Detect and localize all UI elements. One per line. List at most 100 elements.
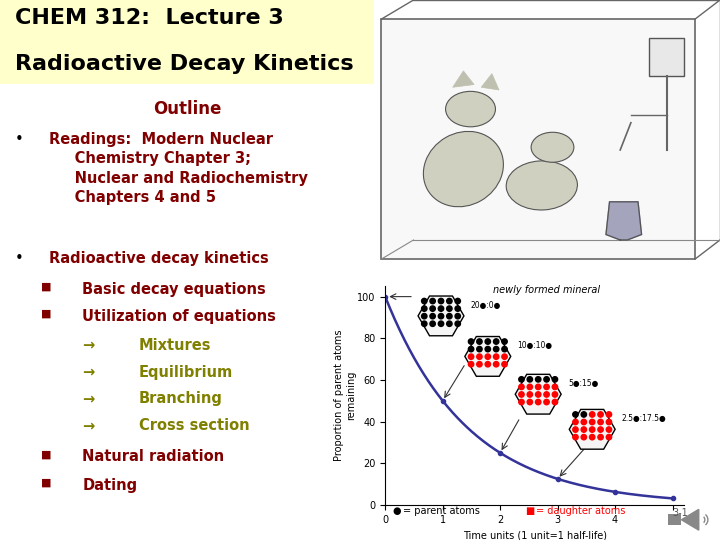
Circle shape xyxy=(493,362,499,367)
Polygon shape xyxy=(453,71,474,87)
Circle shape xyxy=(468,347,474,352)
Bar xyxy=(382,19,695,259)
Circle shape xyxy=(544,392,549,397)
Circle shape xyxy=(446,321,452,326)
Circle shape xyxy=(477,339,482,345)
Circle shape xyxy=(590,411,595,417)
Ellipse shape xyxy=(423,131,503,207)
Circle shape xyxy=(573,427,578,432)
Circle shape xyxy=(590,419,595,424)
Polygon shape xyxy=(681,509,698,530)
Circle shape xyxy=(477,354,482,360)
X-axis label: Time units (1 unit=1 half-life): Time units (1 unit=1 half-life) xyxy=(463,530,606,540)
Circle shape xyxy=(527,377,533,382)
Circle shape xyxy=(438,313,444,319)
Circle shape xyxy=(421,306,427,311)
Text: →: → xyxy=(82,392,94,407)
Circle shape xyxy=(421,321,427,326)
Circle shape xyxy=(527,384,533,390)
Circle shape xyxy=(536,392,541,397)
Polygon shape xyxy=(570,409,615,449)
Circle shape xyxy=(527,392,533,397)
Text: →: → xyxy=(82,364,94,380)
Circle shape xyxy=(518,384,524,390)
Text: CHEM 312:  Lecture 3: CHEM 312: Lecture 3 xyxy=(15,8,284,28)
Circle shape xyxy=(446,306,452,311)
Circle shape xyxy=(430,321,436,326)
Circle shape xyxy=(581,434,587,440)
Polygon shape xyxy=(606,202,642,240)
Circle shape xyxy=(536,384,541,390)
Text: Cross section: Cross section xyxy=(138,418,249,434)
Circle shape xyxy=(430,306,436,311)
Circle shape xyxy=(455,313,461,319)
Circle shape xyxy=(438,306,444,311)
Circle shape xyxy=(544,399,549,405)
Y-axis label: Proportion of parent atoms
remaining: Proportion of parent atoms remaining xyxy=(334,330,356,461)
Circle shape xyxy=(552,392,557,397)
Text: •: • xyxy=(15,132,24,147)
Circle shape xyxy=(536,399,541,405)
Circle shape xyxy=(573,411,578,417)
Text: ■: ■ xyxy=(526,505,535,516)
Polygon shape xyxy=(418,296,464,336)
Circle shape xyxy=(598,434,603,440)
Circle shape xyxy=(502,362,507,367)
Text: ■: ■ xyxy=(41,282,52,292)
Text: Radioactive decay kinetics: Radioactive decay kinetics xyxy=(49,251,269,266)
Circle shape xyxy=(455,299,461,303)
Polygon shape xyxy=(516,374,561,414)
Circle shape xyxy=(536,377,541,382)
Text: Equilibrium: Equilibrium xyxy=(138,364,233,380)
Text: Outline: Outline xyxy=(153,100,221,118)
Bar xyxy=(649,38,684,76)
Polygon shape xyxy=(465,336,510,376)
Text: Dating: Dating xyxy=(82,478,138,493)
Text: ■: ■ xyxy=(41,449,52,460)
Circle shape xyxy=(485,347,490,352)
Circle shape xyxy=(581,411,587,417)
Circle shape xyxy=(606,427,612,432)
Circle shape xyxy=(606,419,612,424)
Circle shape xyxy=(485,354,490,360)
Text: = daughter atoms: = daughter atoms xyxy=(536,505,626,516)
Circle shape xyxy=(518,399,524,405)
Circle shape xyxy=(438,299,444,303)
Circle shape xyxy=(493,354,499,360)
Text: Utilization of equations: Utilization of equations xyxy=(82,309,276,324)
Circle shape xyxy=(573,434,578,440)
Circle shape xyxy=(552,399,557,405)
Circle shape xyxy=(590,427,595,432)
Ellipse shape xyxy=(531,132,574,162)
Circle shape xyxy=(430,313,436,319)
Circle shape xyxy=(518,377,524,382)
Circle shape xyxy=(502,339,507,345)
Bar xyxy=(0,0,374,84)
Circle shape xyxy=(598,427,603,432)
Circle shape xyxy=(581,419,587,424)
Ellipse shape xyxy=(446,91,495,127)
Text: 3-1: 3-1 xyxy=(672,508,688,518)
Circle shape xyxy=(468,354,474,360)
Text: newly formed mineral: newly formed mineral xyxy=(492,285,600,294)
Circle shape xyxy=(606,411,612,417)
Text: Natural radiation: Natural radiation xyxy=(82,449,225,464)
Circle shape xyxy=(502,347,507,352)
Circle shape xyxy=(455,306,461,311)
Circle shape xyxy=(527,399,533,405)
Circle shape xyxy=(455,321,461,326)
Circle shape xyxy=(590,434,595,440)
Ellipse shape xyxy=(506,161,577,210)
Circle shape xyxy=(493,339,499,345)
Text: Branching: Branching xyxy=(138,392,222,407)
Circle shape xyxy=(477,347,482,352)
Circle shape xyxy=(502,354,507,360)
Text: Mixtures: Mixtures xyxy=(138,338,211,353)
Text: Basic decay equations: Basic decay equations xyxy=(82,282,266,297)
Circle shape xyxy=(552,384,557,390)
Circle shape xyxy=(421,299,427,303)
Circle shape xyxy=(581,427,587,432)
Text: ■: ■ xyxy=(41,478,52,488)
Circle shape xyxy=(544,384,549,390)
Text: 5●:15●: 5●:15● xyxy=(568,379,598,388)
